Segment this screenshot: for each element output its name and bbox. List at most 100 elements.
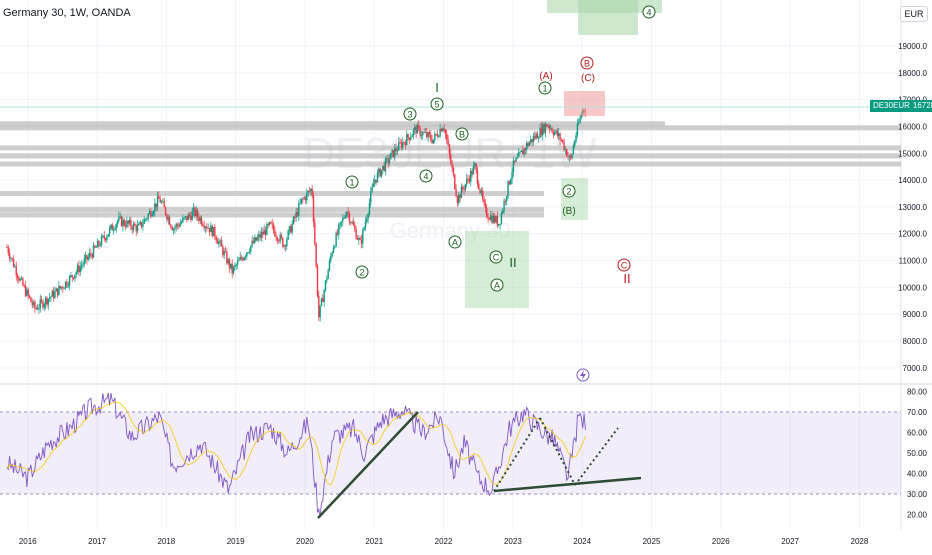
zone-top-green-2[interactable]: [578, 0, 638, 35]
candle-body: [446, 133, 448, 141]
candle-body: [579, 117, 581, 123]
rsi-axis[interactable]: 80.00 70.00 60.00 50.00 40.00 30.00 20.00: [907, 388, 928, 520]
candle-body: [438, 136, 440, 138]
candle-body: [420, 135, 423, 136]
candle-body: [390, 152, 392, 160]
candle-body: [376, 172, 379, 183]
candle-body: [16, 275, 19, 279]
candle-body: [483, 199, 485, 204]
candle-body: [251, 240, 253, 246]
candle-body: [371, 186, 373, 192]
candle-body: [434, 133, 436, 140]
candle-body: [440, 128, 443, 132]
candle-body: [547, 125, 549, 127]
candle-body: [431, 139, 433, 144]
candle-body: [87, 256, 89, 260]
candle-body: [103, 235, 105, 239]
candle-body: [307, 190, 309, 193]
candle-body: [42, 300, 44, 308]
candle-body: [135, 225, 137, 232]
candle-body: [419, 127, 421, 136]
candle-body: [10, 258, 12, 259]
candle-body: [272, 224, 275, 231]
candles[interactable]: [6, 108, 587, 322]
candle-body: [67, 285, 69, 287]
wave-circle-label: 3: [407, 110, 412, 120]
candle-body: [318, 295, 320, 318]
rsi-trendline-2[interactable]: [493, 476, 642, 493]
candle-body: [306, 192, 308, 201]
rsi-ma-line: [6, 400, 586, 486]
candle-body: [478, 183, 480, 190]
rsi-lines[interactable]: [6, 392, 586, 518]
candle-body: [160, 202, 163, 203]
price-axis[interactable]: 19000.018000.017000.016000.015000.014000…: [898, 42, 927, 373]
wave-circle-label: 2: [359, 268, 364, 278]
candle-body: [460, 186, 463, 198]
candle-body: [530, 139, 532, 143]
candle-body: [163, 201, 165, 208]
candle-body: [139, 221, 141, 225]
candle-body: [186, 216, 188, 221]
rsi-dotted-3[interactable]: [574, 427, 619, 486]
wave-circles[interactable]: 1 2 3 4 5 B A C A 1 B 2 4 C (A) (C) (B): [345, 5, 656, 382]
wave-label-I[interactable]: I: [435, 80, 439, 95]
candle-body: [99, 245, 101, 247]
rsi-trendline-1[interactable]: [317, 411, 419, 519]
candle-body: [416, 124, 419, 134]
rsi-tick-label: 20.00: [907, 511, 928, 520]
last-price-tag[interactable]: DE30EUR 16728.0: [870, 100, 932, 112]
candle-body: [208, 227, 211, 233]
rsi-dotted-1[interactable]: [493, 417, 541, 492]
support-level: [0, 212, 544, 218]
candle-body: [84, 255, 87, 259]
wave-label-II-red[interactable]: II: [623, 271, 630, 286]
time-tick-label: 2022: [435, 537, 453, 546]
candle-body: [223, 251, 225, 256]
candle-body: [568, 155, 571, 157]
wave-circle: [617, 258, 631, 272]
candle-body: [224, 251, 227, 252]
price-tick-label: 15000.0: [898, 149, 927, 158]
time-tick-label: 2019: [227, 537, 245, 546]
wave-labels[interactable]: I II II: [435, 80, 630, 286]
candle-body: [196, 210, 199, 217]
candle-body: [274, 230, 276, 237]
time-tick-label: 2026: [712, 537, 730, 546]
candle-body: [334, 246, 336, 248]
candle-body: [340, 221, 343, 223]
currency-button[interactable]: EUR: [900, 6, 928, 22]
candle-body: [256, 237, 259, 241]
time-axis[interactable]: 2016 2017 2018 2019 2020 2021 2022 2023 2024 2025…: [19, 537, 869, 546]
price-tick-label: 16000.0: [898, 122, 927, 131]
candle-body: [47, 298, 49, 305]
candle-body: [27, 289, 29, 296]
candle-body: [368, 202, 371, 214]
candle-body: [522, 150, 524, 155]
wave-circle-label: B: [584, 59, 590, 69]
candle-body: [71, 275, 73, 278]
zone-green-b[interactable]: [561, 178, 588, 220]
candle-body: [384, 159, 387, 171]
candle-body: [546, 124, 548, 127]
candle-body: [576, 123, 579, 136]
rsi-tick-label: 70.00: [907, 408, 928, 417]
zone-red-target[interactable]: [564, 91, 605, 116]
time-tick-label: 2027: [781, 537, 799, 546]
candle-body: [268, 222, 271, 225]
zone-green-a[interactable]: [465, 231, 529, 308]
candle-body: [338, 225, 340, 235]
candle-body: [7, 247, 9, 254]
time-tick-label: 2023: [504, 537, 522, 546]
candle-body: [396, 150, 399, 152]
candle-body: [290, 226, 292, 233]
wave-label-II[interactable]: II: [509, 255, 516, 270]
candle-body: [379, 168, 381, 177]
candle-body: [508, 181, 511, 185]
candle-body: [500, 213, 503, 224]
candle-body: [459, 194, 461, 198]
candle-body: [151, 214, 153, 217]
candle-body: [216, 240, 219, 244]
